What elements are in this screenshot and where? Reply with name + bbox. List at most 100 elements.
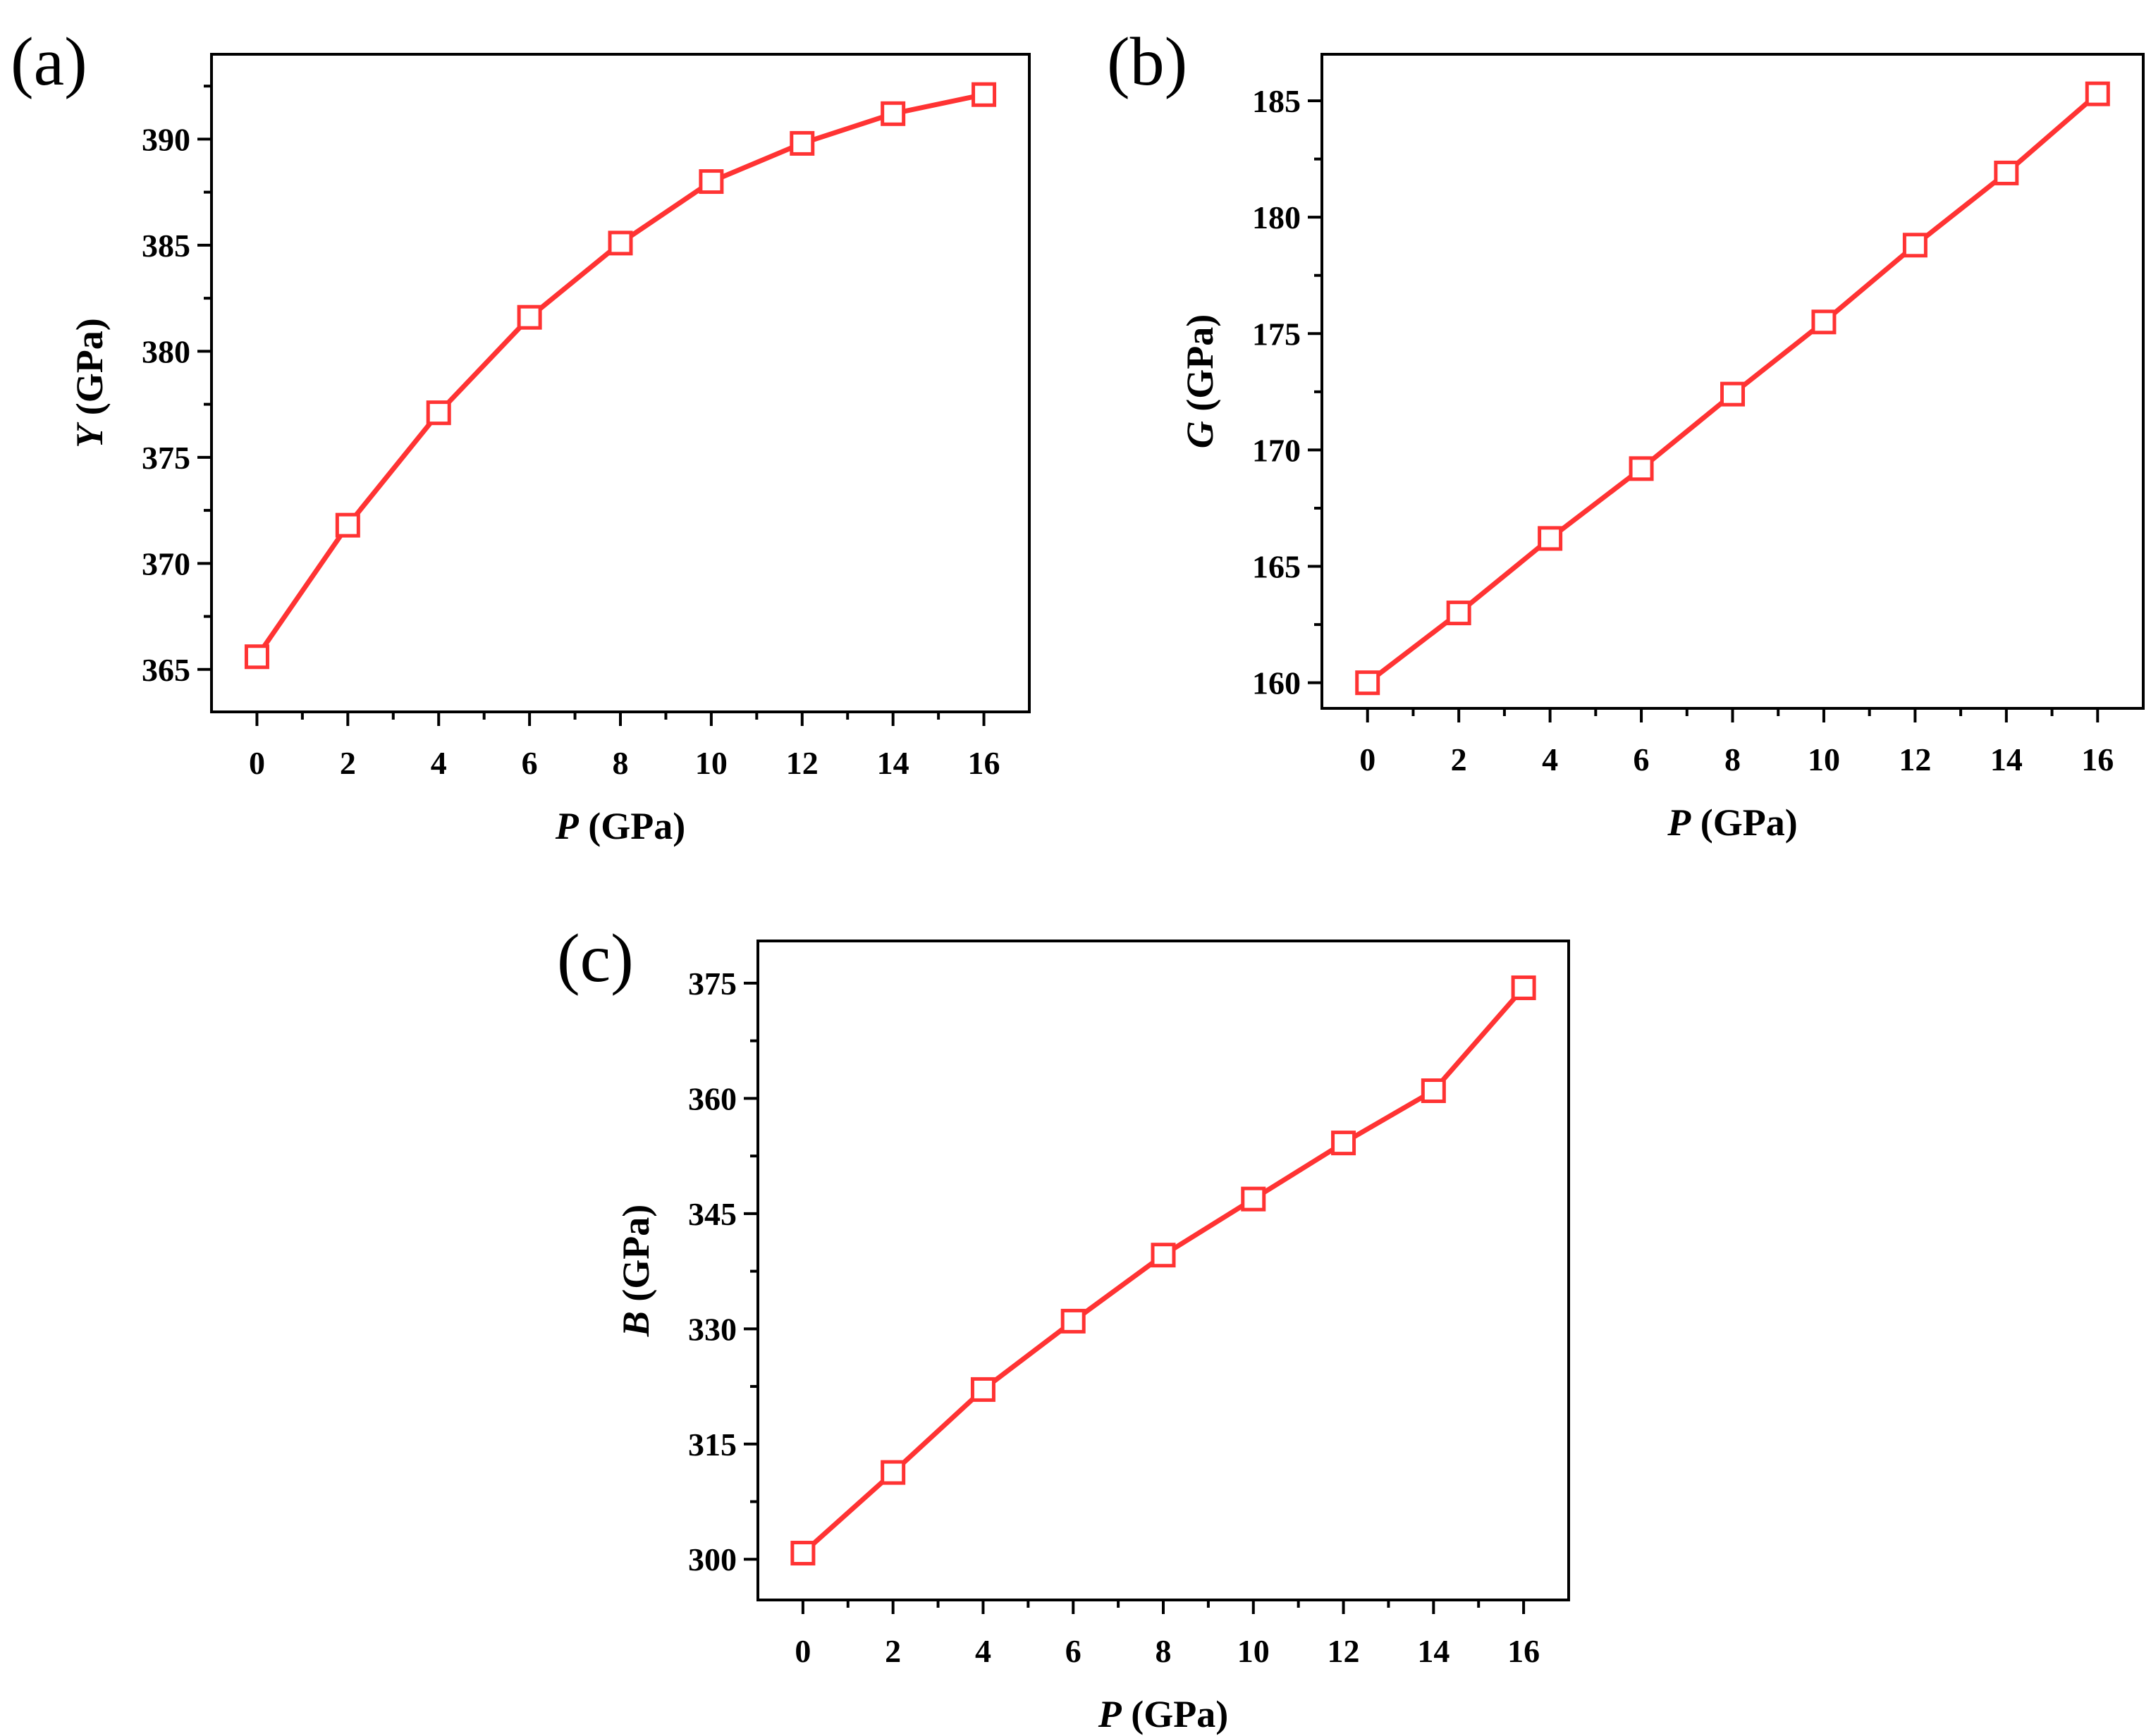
x-tick-label: 14 — [1417, 1633, 1450, 1669]
x-tick-label: 12 — [786, 745, 819, 781]
x-tick-label: 4 — [1542, 741, 1558, 777]
data-point-marker — [517, 304, 542, 330]
y-tick-label: 375 — [688, 966, 737, 1002]
x-axis-label-unit: (GPa) — [1122, 1693, 1228, 1735]
y-axis-label-unit: (GPa) — [1179, 314, 1221, 421]
y-axis-label-var: Y — [68, 421, 111, 448]
x-tick-label: 16 — [2081, 741, 2114, 777]
x-tick-label: 10 — [1808, 741, 1840, 777]
x-axis-label: P (GPa) — [555, 805, 685, 847]
data-point-marker — [881, 101, 906, 126]
x-tick-label: 8 — [1724, 741, 1741, 777]
x-tick-label: 4 — [431, 745, 447, 781]
y-axis-label-var: B — [615, 1311, 657, 1337]
x-axis-label-var: P — [1098, 1693, 1122, 1735]
data-point-marker — [972, 82, 997, 107]
y-tick-label: 365 — [142, 652, 190, 688]
x-tick-label: 2 — [885, 1633, 901, 1669]
y-tick-label: 160 — [1252, 665, 1301, 701]
x-axis-label-var: P — [555, 805, 580, 847]
y-axis-label-unit: (GPa) — [615, 1205, 657, 1311]
plot-frame — [1320, 53, 2145, 710]
x-tick-label: 6 — [1065, 1633, 1081, 1669]
y-tick-label: 300 — [688, 1541, 737, 1577]
x-tick-label: 8 — [613, 745, 629, 781]
data-point-marker — [1902, 233, 1928, 258]
y-tick-label: 360 — [688, 1081, 737, 1116]
y-tick-label: 330 — [688, 1311, 737, 1347]
data-point-marker — [1511, 975, 1536, 1000]
x-axis-label-unit: (GPa) — [579, 805, 685, 847]
x-tick-label: 16 — [968, 745, 1000, 781]
data-point-marker — [1446, 601, 1471, 626]
y-tick-label: 175 — [1252, 316, 1301, 352]
x-tick-label: 0 — [1359, 741, 1375, 777]
x-tick-label: 12 — [1328, 1633, 1360, 1669]
y-tick-label: 375 — [142, 440, 190, 476]
y-tick-label: 345 — [688, 1196, 737, 1232]
x-tick-label: 4 — [975, 1633, 991, 1669]
y-tick-label: 380 — [142, 333, 190, 369]
panel-label: (c) — [557, 921, 634, 997]
data-point-marker — [426, 400, 451, 426]
data-point-marker — [699, 169, 724, 195]
x-tick-label: 10 — [695, 745, 728, 781]
x-axis-label-var: P — [1667, 801, 1691, 844]
plot-frame — [210, 53, 1031, 713]
data-point-marker — [881, 1460, 906, 1485]
data-point-marker — [1421, 1078, 1446, 1103]
panel-label: (b) — [1107, 24, 1187, 100]
y-tick-label: 370 — [142, 546, 190, 581]
y-tick-label: 390 — [142, 121, 190, 157]
data-point-marker — [244, 644, 269, 670]
data-point-marker — [2085, 81, 2110, 106]
data-point-marker — [790, 130, 815, 156]
chart-panel-b: (b) 0 2 4 6 8 10 12 14 16 160 165 170 175 180 185 P (GPa… — [1107, 24, 2145, 844]
data-point-marker — [970, 1377, 995, 1402]
y-tick-label: 385 — [142, 228, 190, 264]
x-tick-label: 16 — [1507, 1633, 1540, 1669]
y-tick-label: 170 — [1252, 432, 1301, 468]
x-tick-label: 12 — [1899, 741, 1931, 777]
data-point-marker — [1331, 1131, 1356, 1156]
data-point-marker — [790, 1541, 816, 1566]
data-point-marker — [608, 230, 633, 256]
x-tick-label: 8 — [1156, 1633, 1172, 1669]
y-tick-label: 165 — [1252, 549, 1301, 585]
chart-panel-a: (a) 0 2 4 6 8 10 12 14 16 365 370 375 380 385 390 P (GPa… — [11, 24, 1031, 847]
x-tick-label: 2 — [340, 745, 356, 781]
panel-label: (a) — [11, 24, 87, 100]
x-axis-label-unit: (GPa) — [1691, 801, 1797, 844]
x-tick-label: 6 — [1634, 741, 1650, 777]
x-tick-label: 10 — [1237, 1633, 1270, 1669]
x-tick-label: 14 — [1990, 741, 2023, 777]
y-axis-label: B (GPa) — [615, 1205, 657, 1337]
y-axis-label-unit: (GPa) — [68, 318, 111, 424]
plot-frame — [756, 940, 1570, 1601]
data-point-marker — [335, 512, 360, 538]
y-axis-label: G (GPa) — [1179, 314, 1221, 448]
x-tick-label: 6 — [522, 745, 538, 781]
y-tick-label: 180 — [1252, 199, 1301, 235]
data-point-marker — [1355, 670, 1380, 696]
x-tick-label: 0 — [249, 745, 265, 781]
x-tick-label: 2 — [1451, 741, 1467, 777]
x-axis-label: P (GPa) — [1667, 801, 1797, 844]
data-point-marker — [1994, 160, 2019, 185]
chart-panel-c: (c) 0 2 4 6 8 10 12 14 16 300 315 330 345 360 375 P (GPa… — [557, 921, 1570, 1735]
x-tick-label: 0 — [795, 1633, 811, 1669]
data-point-marker — [1241, 1186, 1266, 1212]
data-point-marker — [1151, 1243, 1176, 1268]
data-point-marker — [1538, 526, 1563, 551]
x-tick-label: 14 — [877, 745, 909, 781]
data-point-marker — [1720, 381, 1745, 407]
data-point-marker — [1060, 1308, 1086, 1334]
data-point-marker — [1629, 456, 1654, 481]
series-line — [801, 986, 1526, 1556]
y-tick-label: 315 — [688, 1427, 737, 1463]
x-axis-label: P (GPa) — [1098, 1693, 1228, 1735]
y-tick-label: 185 — [1252, 83, 1301, 119]
series-line — [255, 92, 985, 658]
y-axis-label-var: G — [1179, 421, 1221, 448]
